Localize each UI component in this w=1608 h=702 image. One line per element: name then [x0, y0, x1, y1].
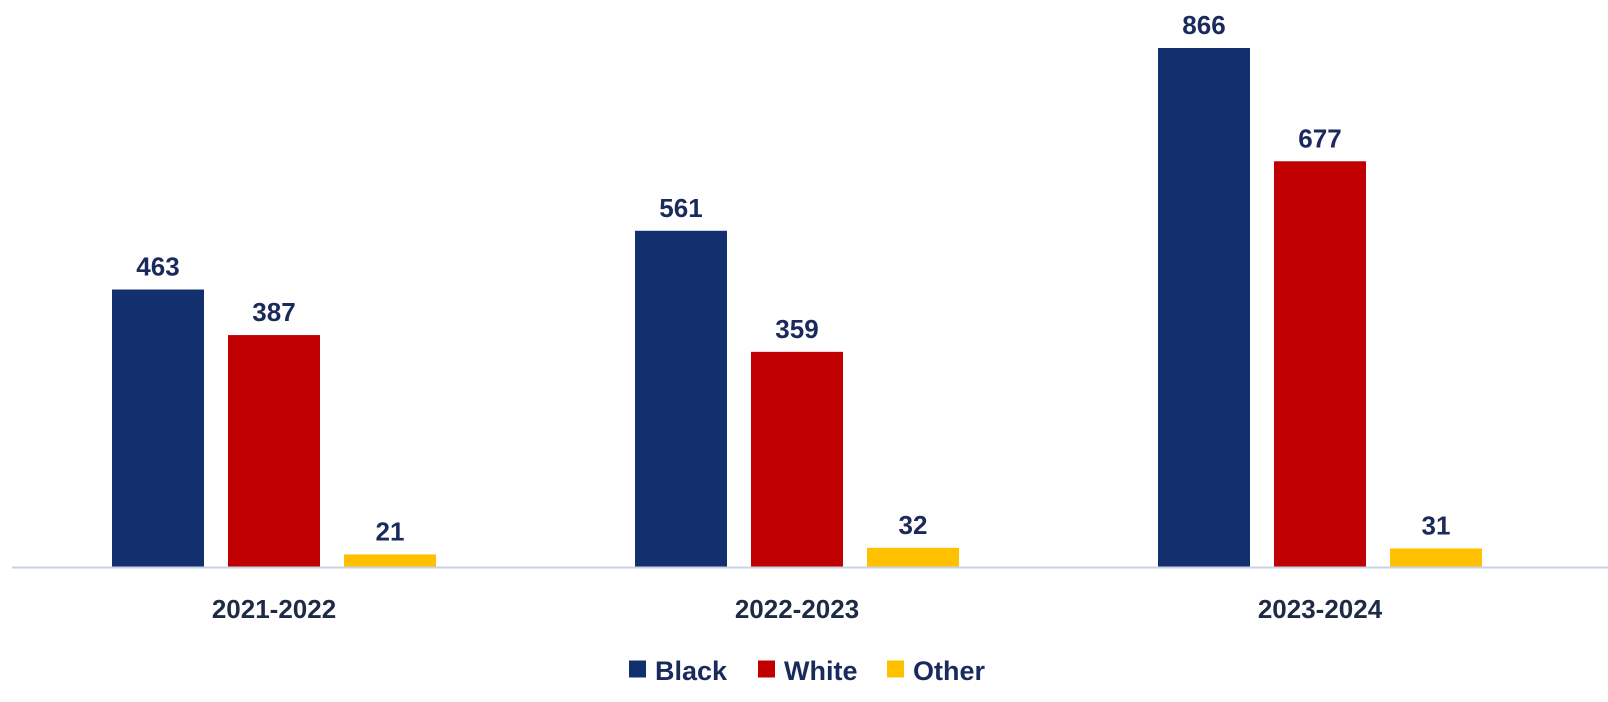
bar-black-2022-2023 — [635, 230, 727, 567]
legend: Black White Other — [629, 656, 986, 686]
data-labels-layer: 463 387 21 561 359 32 866 677 31 — [136, 10, 1450, 546]
data-label-white-2022-2023: 359 — [775, 314, 818, 344]
bar-white-2023-2024 — [1274, 161, 1366, 568]
data-label-other-2023-2024: 31 — [1422, 510, 1451, 540]
data-label-black-2022-2023: 561 — [659, 193, 702, 223]
data-label-white-2023-2024: 677 — [1298, 123, 1341, 153]
x-tick-label-2023-2024: 2023-2024 — [1258, 594, 1383, 624]
legend-swatch-other — [887, 660, 904, 678]
bars-layer — [112, 48, 1482, 568]
legend-label-black: Black — [655, 656, 728, 686]
bar-white-2022-2023 — [751, 351, 843, 567]
bar-black-2023-2024 — [1158, 48, 1250, 567]
legend-item-other: Other — [887, 656, 986, 686]
bar-other-2022-2023 — [867, 547, 959, 567]
bar-other-2023-2024 — [1390, 548, 1482, 567]
x-axis-tick-labels: 2021-2022 2022-2023 2023-2024 — [212, 594, 1383, 624]
legend-label-white: White — [784, 656, 858, 686]
legend-swatch-white — [758, 660, 775, 678]
data-label-other-2021-2022: 21 — [376, 516, 405, 546]
data-label-white-2021-2022: 387 — [252, 297, 295, 327]
bar-white-2021-2022 — [228, 335, 320, 567]
bar-other-2021-2022 — [344, 554, 436, 567]
bar-black-2021-2022 — [112, 289, 204, 567]
data-label-black-2023-2024: 866 — [1182, 10, 1225, 40]
x-tick-label-2021-2022: 2021-2022 — [212, 594, 336, 624]
data-label-black-2021-2022: 463 — [136, 252, 179, 282]
legend-item-black: Black — [629, 656, 728, 686]
data-label-other-2022-2023: 32 — [899, 510, 928, 540]
legend-item-white: White — [758, 656, 858, 686]
x-tick-label-2022-2023: 2022-2023 — [735, 594, 859, 624]
legend-label-other: Other — [913, 656, 986, 686]
legend-swatch-black — [629, 660, 646, 678]
